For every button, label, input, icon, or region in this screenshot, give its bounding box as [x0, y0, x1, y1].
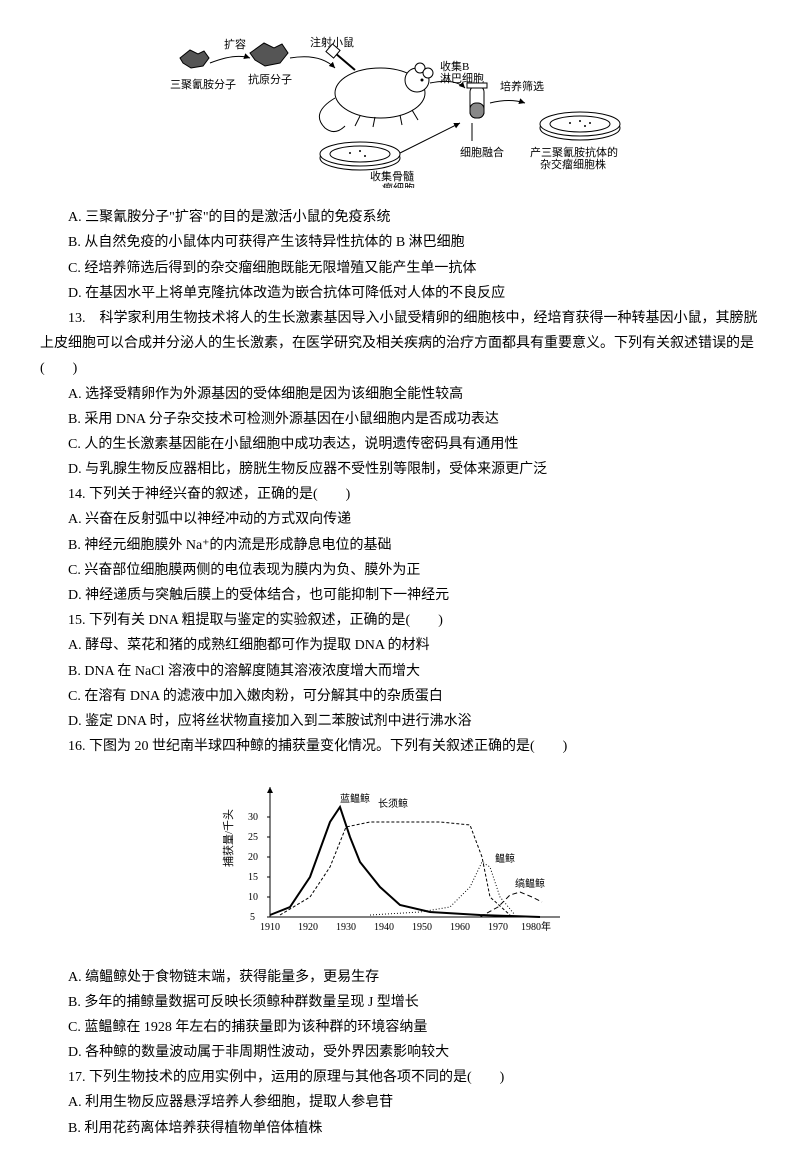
q14-option-a: A. 兴奋在反射弧中以神经冲动的方式双向传递: [40, 507, 760, 532]
q15-option-c: C. 在溶有 DNA 的滤液中加入嫩肉粉，可分解其中的杂质蛋白: [40, 684, 760, 709]
q13-option-a: A. 选择受精卵作为外源基因的受体细胞是因为该细胞全能性较高: [40, 382, 760, 407]
q13-stem: 13. 科学家利用生物技术将人的生长激素基因导入小鼠受精卵的细胞核中，经培育获得…: [40, 306, 760, 382]
q12-option-d: D. 在基因水平上将单克隆抗体改造为嵌合抗体可降低对人体的不良反应: [40, 281, 760, 306]
q13-option-b: B. 采用 DNA 分子杂交技术可检测外源基因在小鼠细胞内是否成功表达: [40, 407, 760, 432]
q16-option-a: A. 缟鳁鲸处于食物链末端，获得能量多，更易生存: [40, 965, 760, 990]
legend-sei: 鳁鲸: [495, 852, 515, 865]
legend-fin: 长须鲸: [378, 797, 408, 810]
ytick-15: 15: [248, 872, 258, 883]
q17-stem: 17. 下列生物技术的应用实例中，运用的原理与其他各项不同的是( ): [40, 1065, 760, 1090]
legend-blue: 蓝鳁鲸: [340, 792, 370, 805]
label-product1: 产三聚氰胺抗体的: [530, 145, 618, 159]
q17-option-b: B. 利用花药离体培养获得植物单倍体植株: [40, 1116, 760, 1141]
xtick-1920: 1920: [298, 922, 318, 933]
q17-option-a: A. 利用生物反应器悬浮培养人参细胞，提取人参皂苷: [40, 1090, 760, 1115]
q13-option-c: C. 人的生长激素基因能在小鼠细胞中成功表达，说明遗传密码具有通用性: [40, 432, 760, 457]
label-tumorcell: 瘤细胞: [382, 181, 415, 188]
q16-option-c: C. 蓝鳁鲸在 1928 年左右的捕获量即为该种群的环境容纳量: [40, 1015, 760, 1040]
label-antigen: 抗原分子: [248, 72, 292, 86]
q16-option-b: B. 多年的捕鲸量数据可反映长须鲸种群数量呈现 J 型增长: [40, 990, 760, 1015]
q15-option-a: A. 酵母、菜花和猪的成熟红细胞都可作为提取 DNA 的材料: [40, 633, 760, 658]
q14-option-b: B. 神经元细胞膜外 Na⁺的内流是形成静息电位的基础: [40, 533, 760, 558]
q14-option-d: D. 神经递质与突触后膜上的受体结合，也可能抑制下一神经元: [40, 583, 760, 608]
q14-stem: 14. 下列关于神经兴奋的叙述，正确的是( ): [40, 482, 760, 507]
label-bonemarrow: 收集骨髓: [370, 169, 414, 183]
figure-whale-chart: 5 10 15 20 25 30 捕获量/千头 1910 1920 1930 1…: [40, 767, 760, 956]
q16-stem: 16. 下图为 20 世纪南半球四种鲸的捕获量变化情况。下列有关叙述正确的是( …: [40, 734, 760, 759]
xtick-1940: 1940: [374, 922, 394, 933]
q12-option-b: B. 从自然免疫的小鼠体内可获得产生该特异性抗体的 B 淋巴细胞: [40, 230, 760, 255]
legend-minke: 缟鳁鲸: [515, 877, 545, 890]
figure-hybridoma: 扩容 三聚氰胺分子 抗原分子 注射小鼠 收集B 淋巴细胞 培养筛选 收集骨髓 瘤…: [40, 28, 760, 197]
ytick-20: 20: [248, 852, 258, 863]
xtick-1950: 1950: [412, 922, 432, 933]
xtick-1980: 1980年: [521, 920, 551, 933]
q14-option-c: C. 兴奋部位细胞膜两侧的电位表现为膜内为负、膜外为正: [40, 558, 760, 583]
q16-option-d: D. 各种鲸的数量波动属于非周期性波动，受外界因素影响较大: [40, 1040, 760, 1065]
xtick-1910: 1910: [260, 922, 280, 933]
ytick-5: 5: [250, 912, 255, 923]
ytick-30: 30: [248, 812, 258, 823]
q13-option-d: D. 与乳腺生物反应器相比，膀胱生物反应器不受性别等限制，受体来源更广泛: [40, 457, 760, 482]
label-kuorong: 扩容: [224, 37, 246, 51]
q15-option-b: B. DNA 在 NaCl 溶液中的溶解度随其溶液浓度增大而增大: [40, 659, 760, 684]
label-product2: 杂交瘤细胞株: [540, 157, 606, 171]
q12-option-c: C. 经培养筛选后得到的杂交瘤细胞既能无限增殖又能产生单一抗体: [40, 256, 760, 281]
q15-stem: 15. 下列有关 DNA 粗提取与鉴定的实验叙述，正确的是( ): [40, 608, 760, 633]
xtick-1970: 1970: [488, 922, 508, 933]
chart-ylabel: 捕获量/千头: [221, 809, 235, 867]
xtick-1930: 1930: [336, 922, 356, 933]
label-fusion: 细胞融合: [460, 145, 504, 159]
label-culture: 培养筛选: [500, 79, 544, 93]
xtick-1960: 1960: [450, 922, 470, 933]
label-collectB: 收集B: [440, 59, 469, 73]
q12-option-a: A. 三聚氰胺分子"扩容"的目的是激活小鼠的免疫系统: [40, 205, 760, 230]
q15-option-d: D. 鉴定 DNA 时，应将丝状物直接加入到二苯胺试剂中进行沸水浴: [40, 709, 760, 734]
label-melamine: 三聚氰胺分子: [170, 77, 236, 91]
ytick-10: 10: [248, 892, 258, 903]
ytick-25: 25: [248, 832, 258, 843]
